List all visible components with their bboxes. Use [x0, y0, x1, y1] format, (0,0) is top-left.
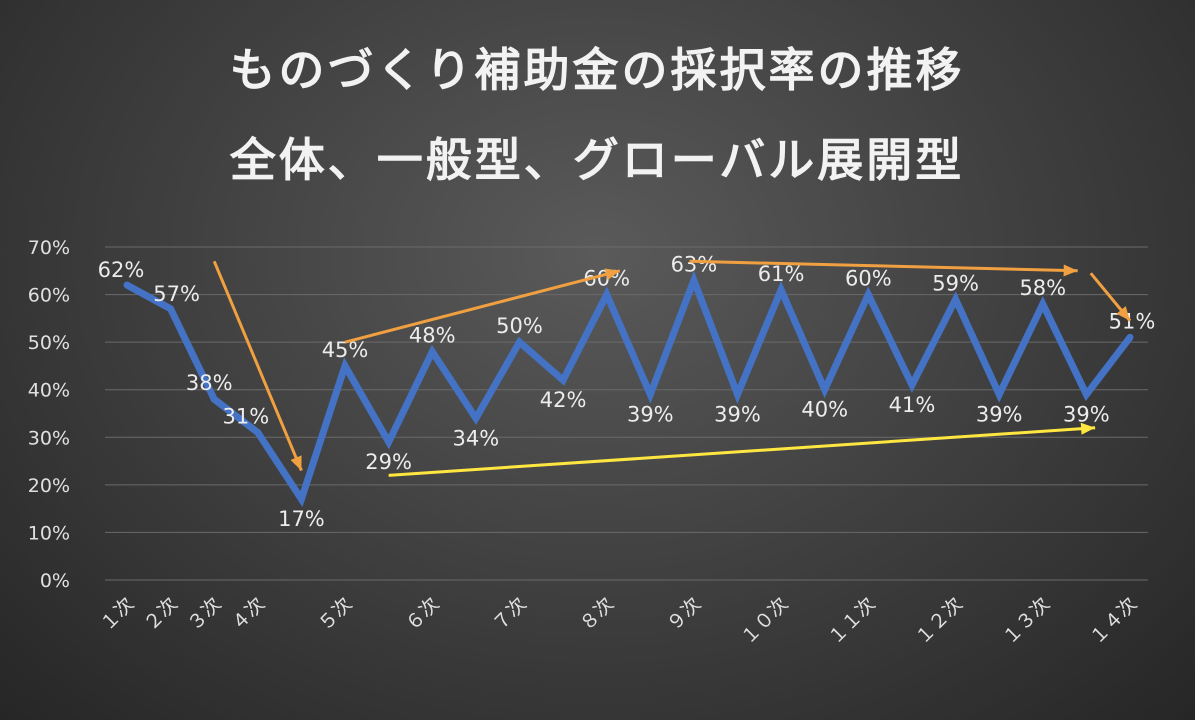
data-label: 40% [801, 398, 848, 422]
trend-arrow-head [604, 268, 620, 281]
data-label: 42% [540, 388, 587, 412]
data-label: 39% [627, 402, 674, 426]
data-label: 39% [1063, 402, 1110, 426]
data-point [646, 390, 654, 398]
data-point [777, 286, 785, 294]
data-labels: 62%57%38%31%17%45%29%48%34%50%42%60%39%6… [98, 252, 1156, 531]
data-point [559, 376, 567, 384]
data-label: 59% [932, 271, 979, 295]
data-point [1126, 333, 1134, 341]
data-point [1082, 390, 1090, 398]
y-tick-label: 20% [28, 475, 70, 497]
data-label: 48% [409, 324, 456, 348]
chart-subtitle: 全体、一般型、グローバル展開型 [229, 133, 965, 187]
x-tick-label: ５次 [314, 593, 356, 635]
x-tick-label: １０次 [737, 593, 793, 649]
data-label: 17% [278, 507, 325, 531]
data-point [1039, 300, 1047, 308]
data-label: 38% [186, 371, 233, 395]
x-tick-label: ２次 [140, 593, 182, 635]
data-label: 61% [758, 262, 805, 286]
data-point [167, 305, 175, 313]
data-point [297, 495, 305, 503]
trend-arrow-line [689, 259, 1078, 273]
data-point [515, 338, 523, 346]
data-label: 63% [671, 252, 718, 276]
y-tick-label: 50% [28, 332, 70, 354]
y-axis-ticks: 0% 10% 20% 30% 40% 50% 60% 70% [28, 237, 70, 592]
data-label: 50% [496, 314, 543, 338]
y-tick-label: 10% [28, 522, 70, 544]
data-point [472, 414, 480, 422]
data-label: 57% [153, 282, 200, 306]
trend-arrow-head [1080, 422, 1096, 435]
data-point [603, 291, 611, 299]
chart-title: ものづくり補助金の採択率の推移 [230, 43, 965, 97]
x-tick-label: １１次 [824, 593, 880, 649]
data-point [210, 395, 218, 403]
data-label: 39% [976, 402, 1023, 426]
x-tick-label: １４次 [1086, 593, 1142, 649]
data-point [254, 429, 262, 437]
data-point [341, 362, 349, 370]
data-point [690, 276, 698, 284]
trend-arrow-line [212, 260, 303, 472]
trend-arrow-head [290, 455, 302, 471]
y-tick-label: 0% [40, 570, 70, 592]
y-tick-label: 40% [28, 380, 70, 402]
data-point [123, 281, 131, 289]
trend-arrow-head [1063, 264, 1078, 277]
x-tick-label: １次 [96, 593, 138, 635]
x-tick-label: １３次 [998, 593, 1054, 649]
data-point [864, 291, 872, 299]
x-tick-label: ８次 [576, 593, 618, 635]
trend-arrow-head [1116, 306, 1130, 321]
data-point [821, 386, 829, 394]
trend-arrows [212, 259, 1132, 477]
data-label: 39% [714, 402, 761, 426]
data-point [995, 390, 1003, 398]
data-label: 62% [98, 258, 145, 282]
data-label: 60% [845, 267, 892, 291]
data-point [385, 438, 393, 446]
data-label: 31% [222, 405, 269, 429]
x-axis-ticks: １次 ２次 ３次 ４次 ５次 ６次 ７次 ８次 ９次 １０次 １１次 １２次 １３次 １４次 [96, 593, 1141, 649]
data-label: 29% [365, 450, 412, 474]
data-point [428, 348, 436, 356]
trend-arrow-line [388, 426, 1096, 477]
x-tick-label: ３次 [183, 593, 225, 635]
data-label: 41% [889, 393, 936, 417]
x-tick-label: ７次 [489, 593, 531, 635]
data-label: 34% [453, 426, 500, 450]
y-tick-label: 70% [28, 237, 70, 259]
data-point [734, 390, 742, 398]
data-label: 58% [1019, 276, 1066, 300]
x-tick-label: ４次 [227, 593, 269, 635]
x-tick-label: ９次 [663, 593, 705, 635]
x-tick-label: ６次 [401, 593, 443, 635]
data-point [908, 381, 916, 389]
data-point [952, 295, 960, 303]
series-line [123, 270, 1134, 508]
series-polyline [125, 270, 1133, 508]
x-tick-label: １２次 [911, 593, 967, 649]
trend-arrow-line [344, 269, 621, 344]
y-tick-label: 30% [28, 427, 70, 449]
data-label: 51% [1109, 309, 1156, 333]
y-tick-label: 60% [28, 285, 70, 307]
